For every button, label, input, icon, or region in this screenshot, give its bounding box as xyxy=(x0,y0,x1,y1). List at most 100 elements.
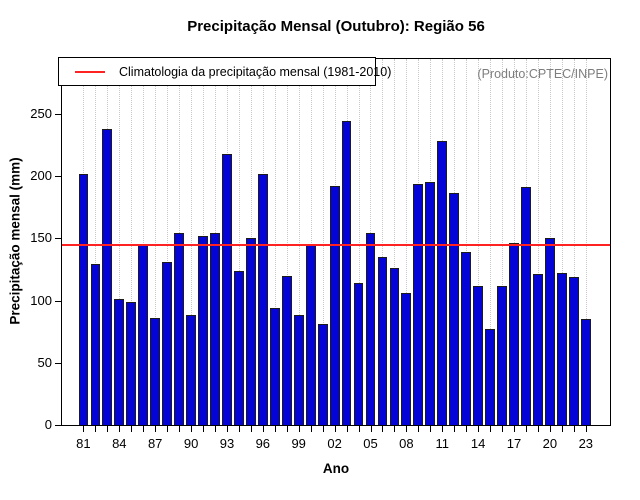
bar-1985 xyxy=(126,301,137,425)
x-tick-label: 81 xyxy=(76,436,91,451)
y-tick xyxy=(55,238,61,240)
bar-1995 xyxy=(245,238,256,425)
x-tick xyxy=(406,426,408,432)
x-tick xyxy=(585,426,587,432)
bar-1981 xyxy=(78,173,89,425)
y-tick xyxy=(55,300,61,302)
gridline xyxy=(382,59,384,425)
gridline xyxy=(406,59,408,425)
x-tick xyxy=(502,426,504,432)
gridline xyxy=(466,59,468,425)
x-tick-label: 05 xyxy=(363,436,378,451)
x-tick xyxy=(155,426,157,432)
y-tick-label: 150 xyxy=(30,230,52,246)
x-tick-label: 93 xyxy=(219,436,235,451)
legend-line-swatch xyxy=(75,70,105,73)
x-tick xyxy=(203,426,205,432)
bar-1986 xyxy=(138,244,149,425)
y-tick xyxy=(55,362,61,364)
bar-1990 xyxy=(186,315,196,425)
x-tick xyxy=(537,426,539,432)
bar-1982 xyxy=(90,264,101,425)
bar-2020 xyxy=(544,238,555,425)
bar-2013 xyxy=(461,252,472,425)
x-tick-label: 11 xyxy=(435,436,450,451)
x-tick xyxy=(322,426,324,432)
x-tick-label: 17 xyxy=(506,436,522,451)
x-tick xyxy=(382,426,384,432)
x-tick xyxy=(549,426,551,432)
x-tick xyxy=(286,426,288,432)
x-tick xyxy=(215,426,216,432)
x-tick-label: 14 xyxy=(470,436,486,451)
bar-2006 xyxy=(377,256,388,425)
bar-2011 xyxy=(437,141,448,425)
x-tick-label: 08 xyxy=(399,436,414,451)
x-tick xyxy=(119,426,121,432)
bar-2014 xyxy=(473,285,484,425)
bar-2000 xyxy=(305,244,316,425)
bar-2016 xyxy=(497,285,507,425)
y-tick xyxy=(55,425,61,426)
bar-2005 xyxy=(365,233,376,425)
gridline xyxy=(478,59,480,425)
x-tick xyxy=(358,426,360,432)
x-tick xyxy=(490,426,492,432)
bar-1994 xyxy=(234,270,244,425)
x-tick xyxy=(310,426,312,432)
x-tick xyxy=(143,426,145,432)
y-tick xyxy=(55,113,61,115)
bar-2007 xyxy=(389,268,400,425)
x-tick xyxy=(478,426,480,432)
gridline xyxy=(561,59,563,425)
legend: Climatologia da precipitação mensal (198… xyxy=(58,57,391,86)
bar-1993 xyxy=(222,153,232,425)
bar-2009 xyxy=(413,183,424,425)
x-tick-label: 90 xyxy=(183,436,199,451)
bar-2001 xyxy=(317,324,328,425)
x-tick xyxy=(526,426,527,432)
gridline xyxy=(298,59,300,425)
y-tick-label: 250 xyxy=(30,105,52,121)
x-tick xyxy=(298,426,300,432)
gridline xyxy=(585,59,587,425)
gridline xyxy=(95,59,97,425)
gridline xyxy=(143,59,145,425)
y-tick-label: 200 xyxy=(30,168,52,183)
gridline xyxy=(286,59,288,425)
bar-1989 xyxy=(174,233,185,425)
bar-2017 xyxy=(509,243,519,425)
x-tick xyxy=(334,426,336,432)
y-tick-label: 0 xyxy=(44,417,52,432)
bar-1998 xyxy=(281,275,292,425)
bar-1984 xyxy=(114,299,125,425)
bar-2008 xyxy=(401,293,412,425)
plot-area: 81 84 87 90 93 96 99 02 05 08 11 14 17 20 23 0 50 100 150 2… xyxy=(30,58,611,451)
gridline xyxy=(358,59,360,425)
x-axis-title: Ano xyxy=(322,461,350,476)
x-tick-label: 20 xyxy=(542,436,558,451)
x-tick xyxy=(95,426,97,432)
y-tick-label: 100 xyxy=(30,292,52,308)
x-tick-label: 87 xyxy=(147,436,163,451)
chart-title: Precipitação Mensal (Outubro): Região 56 xyxy=(187,18,485,35)
bar-1987 xyxy=(150,317,161,425)
bar-2012 xyxy=(449,193,460,425)
x-tick xyxy=(346,426,348,432)
x-tick xyxy=(238,426,240,432)
x-tick xyxy=(83,426,85,432)
gridline xyxy=(238,59,240,425)
x-tick xyxy=(107,426,109,432)
x-tick xyxy=(430,426,432,432)
x-tick xyxy=(370,426,372,432)
x-tick-label: 96 xyxy=(255,436,271,451)
x-tick-label: 23 xyxy=(578,436,594,451)
x-tick xyxy=(561,426,563,432)
bar-2003 xyxy=(341,121,352,425)
bar-2015 xyxy=(485,329,495,425)
bar-1999 xyxy=(293,315,304,425)
y-tick xyxy=(55,176,61,177)
x-tick xyxy=(442,426,444,432)
bar-2019 xyxy=(533,274,543,425)
